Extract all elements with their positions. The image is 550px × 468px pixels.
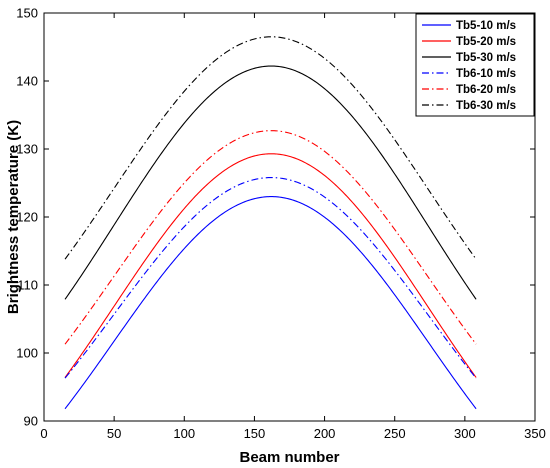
x-tick-label: 300 <box>454 426 476 441</box>
y-tick-label: 140 <box>16 74 38 89</box>
x-tick-label: 100 <box>173 426 195 441</box>
x-tick-label: 200 <box>314 426 336 441</box>
legend-entry-label: Tb6-20 m/s <box>456 84 516 96</box>
legend-entry-label: Tb5-10 m/s <box>456 20 516 32</box>
series-line-5 <box>64 130 477 345</box>
legend-entry-label: Tb6-30 m/s <box>456 100 516 112</box>
axis-ticks: 0 50 100 150 200 250 300 350 90 100 110 120 130 140 15… <box>16 6 546 442</box>
legend-entry-label: Tb5-20 m/s <box>456 36 516 48</box>
series-lines <box>64 36 477 410</box>
y-tick-label: 110 <box>17 278 38 293</box>
series-line-2 <box>64 153 477 378</box>
x-tick-label: 50 <box>107 426 121 441</box>
x-tick-label: 0 <box>40 426 47 441</box>
y-axis-label: Brightness temperature (K) <box>5 120 22 314</box>
legend-box <box>415 13 535 117</box>
y-tick-label: 100 <box>16 346 38 361</box>
legend-entry-label: Tb6-10 m/s <box>456 68 516 80</box>
legend-entry-label: Tb5-30 m/s <box>456 52 516 64</box>
x-axis-label: Beam number <box>239 449 339 466</box>
series-line-6 <box>64 36 477 260</box>
x-tick-label: 150 <box>244 426 266 441</box>
series-line-1 <box>64 196 477 410</box>
y-tick-label: 150 <box>16 6 38 21</box>
legend: Tb5-10 m/s Tb5-20 m/s Tb5-30 m/s Tb6-10 m/s… <box>415 13 535 117</box>
y-tick-label: 130 <box>16 142 38 157</box>
series-line-3 <box>64 65 477 300</box>
x-tick-label: 250 <box>384 426 406 441</box>
y-tick-label: 90 <box>24 414 38 429</box>
y-tick-label: 120 <box>16 210 38 225</box>
series-line-4 <box>64 177 477 379</box>
x-tick-label: 350 <box>524 426 546 441</box>
